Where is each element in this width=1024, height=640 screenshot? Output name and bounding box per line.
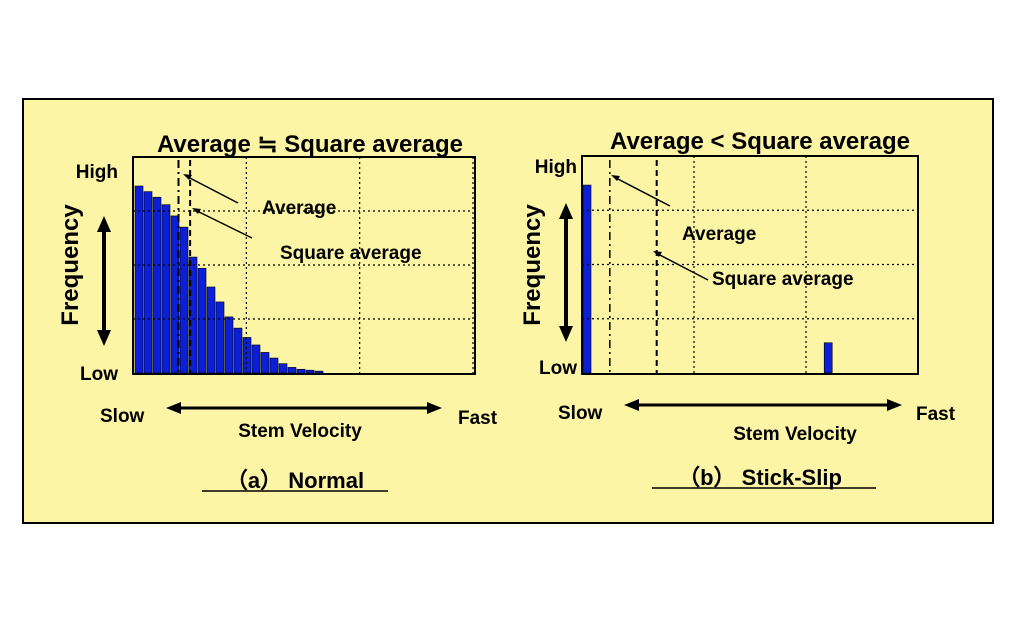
chart-a-bar (188, 256, 198, 374)
chart-a-panel-label: （a） Normal (226, 468, 364, 493)
chart-a-square-arrowhead (192, 208, 201, 214)
chart-b-y-arrowhead-up (559, 203, 573, 219)
chart-b-panel-label: （b） Stick-Slip (678, 465, 842, 490)
chart-a-bar (197, 267, 207, 374)
chart-a-x-slow: Slow (100, 406, 145, 427)
chart-a-y-arrowhead-down (97, 330, 111, 346)
chart-a-y-arrowhead-up (97, 216, 111, 232)
chart-a-bar (269, 357, 279, 374)
chart-b-y-arrowhead-down (559, 326, 573, 342)
chart-a-x-fast: Fast (458, 408, 498, 429)
chart-a-y-high: High (76, 162, 118, 183)
chart-b-y-high: High (535, 157, 577, 178)
chart-b-x-arrowhead-right (887, 399, 902, 411)
chart-b-bar (823, 342, 833, 374)
chart-a-x-arrowhead-left (166, 402, 181, 414)
chart-a-bar (152, 196, 162, 374)
chart-a-xlabel: Stem Velocity (238, 421, 362, 442)
chart-b-average-arrow (613, 176, 671, 207)
chart-a-bar (305, 369, 315, 374)
chart-a-y-low: Low (80, 364, 118, 385)
chart-b-square-arrow (655, 252, 709, 281)
chart-a-bar (215, 301, 225, 374)
chart-a-bar (278, 363, 288, 374)
chart-a-average-arrowhead (183, 174, 192, 180)
chart-a-bar (287, 367, 297, 374)
chart-a-bar (242, 337, 252, 374)
chart-a-x-arrowhead-right (427, 402, 442, 414)
chart-a-bar (206, 286, 216, 374)
chart-a-bar (224, 316, 234, 374)
chart-b-xlabel: Stem Velocity (733, 424, 857, 445)
chart-a-bar (179, 226, 189, 374)
chart-a-bar (143, 191, 153, 374)
chart-b-square-arrowhead (653, 251, 662, 257)
chart-a-bar (134, 185, 144, 374)
chart-a-bar (296, 368, 306, 374)
chart-a-bar (170, 215, 180, 374)
chart-a-title: Average ≒ Square average (157, 131, 463, 158)
chart-b-average-label: Average (682, 224, 756, 245)
chart-a-bar (161, 204, 171, 374)
chart-a-average-arrow (185, 175, 239, 204)
chart-b-x-slow: Slow (558, 403, 603, 424)
chart-a-bar (260, 352, 270, 374)
chart-b-square-label: Square average (712, 269, 854, 290)
chart-a-bar (233, 327, 243, 374)
chart-a-bars (134, 185, 324, 374)
chart-b-ylabel: Frequency (519, 204, 546, 326)
chart-a-square-label: Square average (280, 243, 422, 264)
chart-b-x-arrowhead-left (624, 399, 639, 411)
chart-b-grid (582, 156, 919, 373)
chart-a-bar (314, 370, 324, 374)
chart-b-y-low: Low (539, 358, 577, 379)
chart-normal: Average ≒ Square average Average Square … (57, 131, 498, 493)
chart-b-bar (582, 184, 592, 374)
chart-a-average-label: Average (262, 198, 336, 219)
chart-a-square-arrow (194, 209, 253, 239)
chart-a-ylabel: Frequency (57, 204, 84, 326)
chart-b-average-arrowhead (611, 175, 620, 181)
chart-b-title: Average < Square average (610, 128, 910, 155)
chart-b-x-fast: Fast (916, 404, 956, 425)
chart-stick-slip: Average < Square average Average Square … (519, 128, 956, 490)
chart-a-bar (251, 344, 261, 374)
chart-b-bars (582, 184, 833, 374)
